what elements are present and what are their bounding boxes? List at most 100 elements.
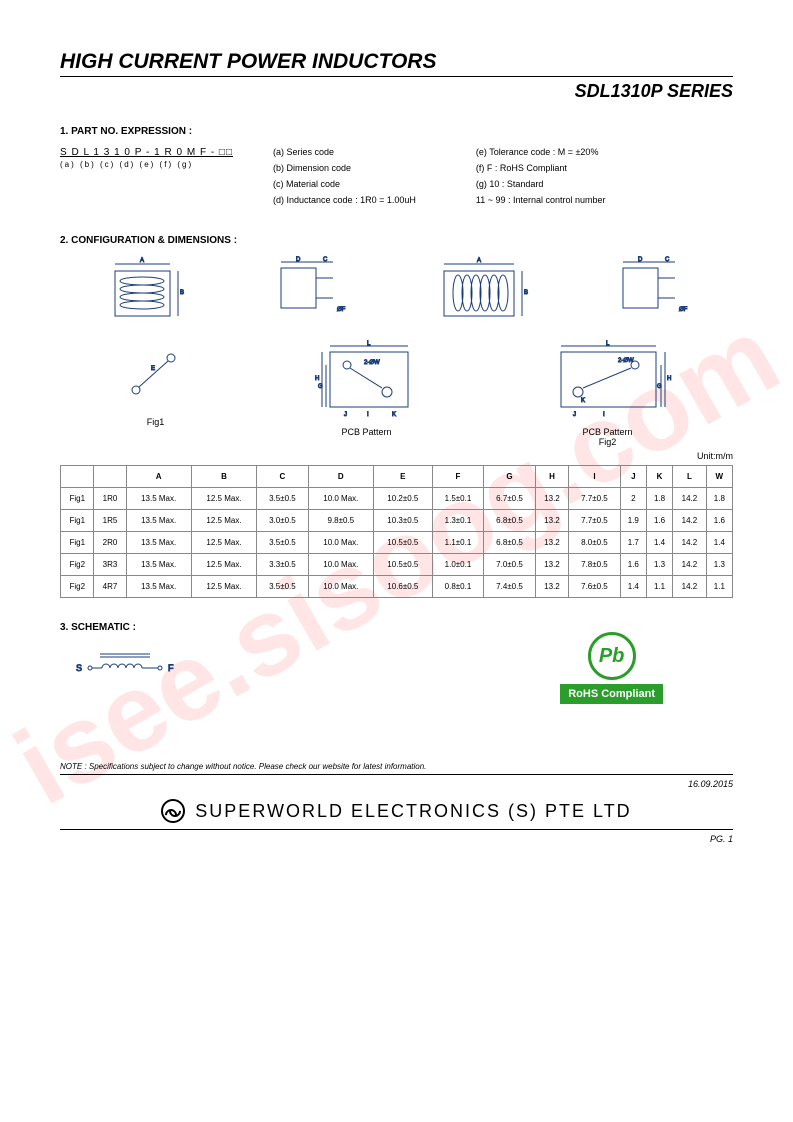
section1-title: 1. PART NO. EXPRESSION : [60,126,733,137]
table-cell: Fig2 [61,554,94,576]
svg-text:ØF: ØF [337,307,346,313]
unit-label: Unit:m/m [60,451,733,461]
table-cell: 7.4±0.5 [484,576,536,598]
table-cell: 13.2 [535,576,568,598]
table-cell: 1.6 [706,510,732,532]
fig1-leads-icon: E [121,340,191,410]
company-name: SUPERWORLD ELECTRONICS (S) PTE LTD [195,801,631,822]
table-cell: 1.1 [646,576,672,598]
table-cell: 14.2 [673,510,706,532]
note: NOTE : Specifications subject to change … [60,762,733,775]
svg-text:ØF: ØF [679,307,688,313]
table-header [61,466,94,488]
table-cell: 14.2 [673,532,706,554]
legend-left: (a) Series code (b) Dimension code (c) M… [273,147,416,211]
svg-text:B: B [180,290,184,296]
pb-free-icon: Pb [588,632,636,680]
table-cell: 3.5±0.5 [257,576,309,598]
svg-text:C: C [323,257,328,263]
svg-text:S: S [76,663,82,673]
table-cell: Fig2 [61,576,94,598]
section2-title: 2. CONFIGURATION & DIMENSIONS : [60,235,733,246]
legend-item: (e) Tolerance code : M = ±20% [476,147,606,157]
svg-text:G: G [318,384,323,390]
svg-text:H: H [315,376,319,382]
partno-expression: S D L 1 3 1 0 P - 1 R 0 M F - □□ (a) (b)… [60,147,233,211]
table-cell: 7.7±0.5 [569,488,621,510]
table-cell: 10.5±0.5 [373,532,432,554]
table-cell: 1.9 [620,510,646,532]
table-header [94,466,126,488]
table-cell: 12.5 Max. [191,554,256,576]
table-cell: 1.7 [620,532,646,554]
table-cell: 8.0±0.5 [569,532,621,554]
table-cell: Fig1 [61,510,94,532]
table-cell: 6.8±0.5 [484,510,536,532]
table-cell: Fig1 [61,488,94,510]
date: 16.09.2015 [60,779,733,789]
company-logo-icon [161,799,185,823]
svg-text:I: I [367,412,369,418]
table-header: B [191,466,256,488]
table-cell: 7.6±0.5 [569,576,621,598]
svg-text:I: I [603,412,605,418]
legend-item: (a) Series code [273,147,416,157]
table-cell: 0.8±0.1 [432,576,484,598]
table-cell: 7.7±0.5 [569,510,621,532]
table-header: W [706,466,732,488]
table-cell: 2R0 [94,532,126,554]
dimensions-table: ABCDEFGHIJKLW Fig11R013.5 Max.12.5 Max.3… [60,465,733,598]
table-cell: 1R5 [94,510,126,532]
svg-text:K: K [392,412,396,418]
table-cell: 13.2 [535,510,568,532]
svg-text:K: K [581,398,585,404]
svg-text:G: G [657,384,662,390]
table-header: F [432,466,484,488]
fig2-side-icon: D C ØF [613,256,693,326]
table-cell: 3.0±0.5 [257,510,309,532]
table-cell: 10.0 Max. [308,576,373,598]
table-cell: 10.6±0.5 [373,576,432,598]
table-cell: 13.2 [535,532,568,554]
table-cell: 14.2 [673,576,706,598]
legend-item: (b) Dimension code [273,163,416,173]
svg-text:D: D [296,257,301,263]
svg-text:E: E [151,366,155,372]
svg-text:D: D [638,257,643,263]
page-number: PG. 1 [60,834,733,844]
table-cell: 10.2±0.5 [373,488,432,510]
svg-text:2-ØW: 2-ØW [364,360,380,366]
table-cell: 10.3±0.5 [373,510,432,532]
table-cell: 13.5 Max. [126,488,191,510]
table-cell: 12.5 Max. [191,532,256,554]
table-cell: 13.5 Max. [126,532,191,554]
main-title: HIGH CURRENT POWER INDUCTORS [60,50,436,74]
table-cell: 12.5 Max. [191,488,256,510]
table-cell: 6.8±0.5 [484,532,536,554]
table-cell: 1.1±0.1 [432,532,484,554]
table-cell: 1.8 [646,488,672,510]
table-cell: 4R7 [94,576,126,598]
table-cell: 1.1 [706,576,732,598]
table-cell: 1R0 [94,488,126,510]
table-cell: 2 [620,488,646,510]
legend-item: (d) Inductance code : 1R0 = 1.00uH [273,195,416,205]
table-row: Fig23R313.5 Max.12.5 Max.3.3±0.510.0 Max… [61,554,733,576]
fig1-label: Fig1 [121,417,191,427]
table-header: K [646,466,672,488]
fig1-pcb-icon: 2-ØW L H G J I K [312,340,422,420]
fig2-top-icon: A B [432,256,532,326]
rohs-badge: Pb RoHS Compliant [560,632,663,704]
header: HIGH CURRENT POWER INDUCTORS [60,50,733,77]
pcb-label2: PCB Pattern [543,427,673,437]
table-header: G [484,466,536,488]
table-header: J [620,466,646,488]
table-cell: 3.5±0.5 [257,532,309,554]
table-header: L [673,466,706,488]
table-header: D [308,466,373,488]
table-cell: 1.4 [620,576,646,598]
diagrams-row1: A B D C ØF A B [60,256,733,330]
table-cell: 1.6 [620,554,646,576]
fig2-pcb-icon: 2-ØW L H G J I K [543,340,673,420]
table-cell: 1.0±0.1 [432,554,484,576]
